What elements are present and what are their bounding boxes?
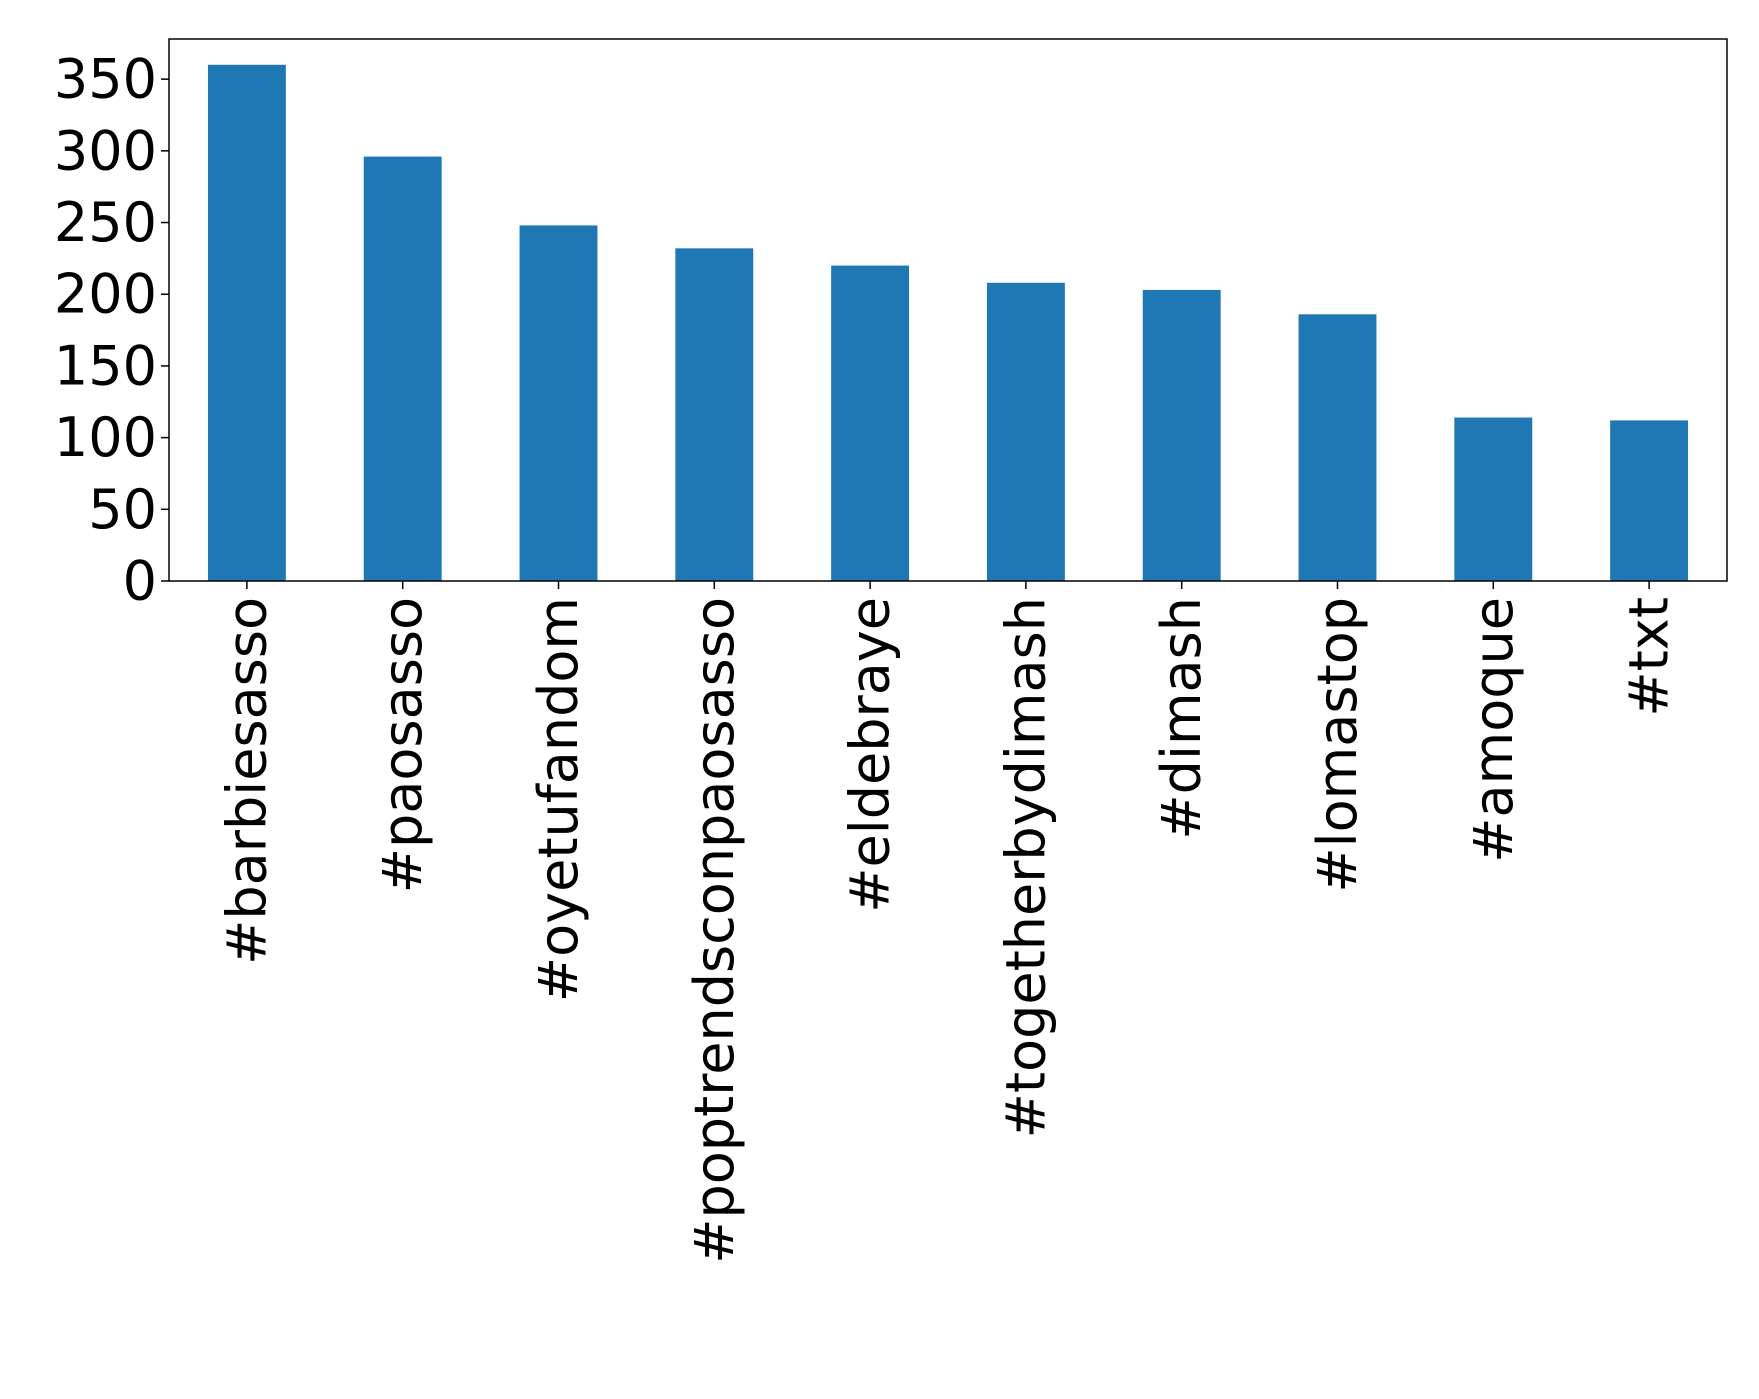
- bar: [519, 225, 598, 582]
- x-tick-label: #lomastop: [1306, 597, 1369, 893]
- bar: [1454, 417, 1533, 581]
- x-tick-label: #eldebraye: [839, 597, 902, 913]
- bar: [363, 156, 442, 581]
- bar: [207, 64, 286, 582]
- y-tick-label: 50: [88, 478, 157, 541]
- bar: [1298, 314, 1377, 581]
- x-tick-label: #poptrendsconpaosasso: [683, 597, 746, 1264]
- x-tick-label: #barbiesasso: [215, 597, 278, 965]
- bar: [1142, 289, 1221, 581]
- x-tick-label: #dimash: [1150, 597, 1213, 840]
- y-tick-label: 100: [54, 406, 157, 469]
- x-tick-label: #togetherbydimash: [994, 597, 1057, 1138]
- y-tick-label: 350: [54, 48, 157, 111]
- y-tick-label: 0: [123, 550, 157, 613]
- y-tick-label: 300: [54, 119, 157, 182]
- x-tick-label: #txt: [1618, 597, 1681, 717]
- bar: [831, 265, 910, 581]
- x-tick-label: #amoque: [1462, 597, 1525, 863]
- bar: [986, 282, 1065, 581]
- y-tick-label: 150: [54, 334, 157, 397]
- bar: [1610, 420, 1689, 581]
- y-tick-label: 250: [54, 191, 157, 254]
- x-tick-label: #paosasso: [371, 597, 434, 893]
- y-tick-label: 200: [54, 263, 157, 326]
- x-tick-label: #oyetufandom: [527, 597, 590, 1002]
- bar: [675, 248, 754, 581]
- plot-frame: [168, 38, 1728, 582]
